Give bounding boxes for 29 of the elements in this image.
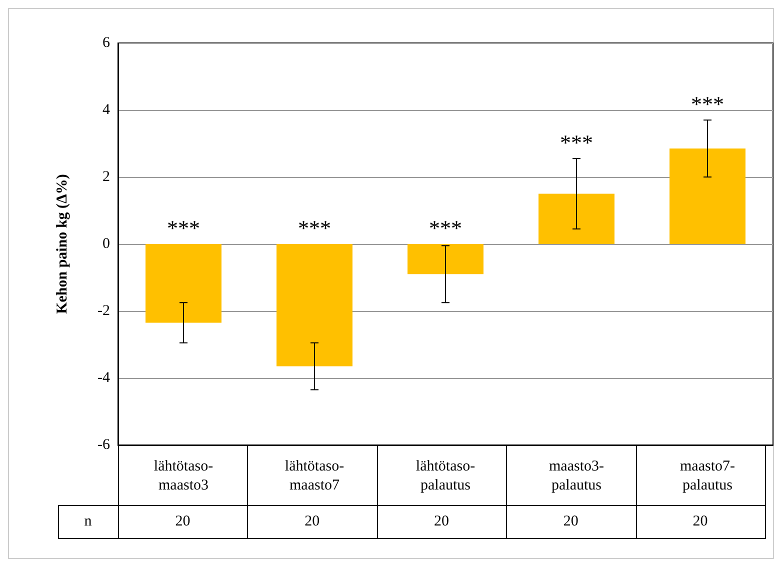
annotation: *** xyxy=(691,92,724,117)
text: 20 xyxy=(692,514,708,530)
y-tick-label: -4 xyxy=(98,370,110,386)
annotation: *** xyxy=(298,216,331,240)
y-tick-label: -2 xyxy=(98,303,110,319)
text: 20 xyxy=(304,514,320,530)
bar xyxy=(538,194,614,244)
annotation: *** xyxy=(167,216,200,240)
bar xyxy=(146,244,222,323)
bar xyxy=(276,244,352,366)
y-tick-label: 6 xyxy=(102,35,110,51)
y-axis-title: Kehon paino kg (Δ%) xyxy=(54,174,70,314)
y-tick-label: 0 xyxy=(102,236,110,252)
y-tick-label: 2 xyxy=(102,169,110,185)
text: 20 xyxy=(563,514,578,530)
text: 20 xyxy=(175,514,190,530)
annotation: *** xyxy=(429,216,462,240)
bar xyxy=(670,148,746,244)
annotation: *** xyxy=(560,130,593,156)
x-tick-label: lähtötaso-palautus xyxy=(416,458,476,494)
y-tick-label: 4 xyxy=(102,102,110,118)
x-tick-label: maasto7-palautus xyxy=(680,458,735,494)
bar xyxy=(408,244,484,274)
x-tick-label: lähtötaso-maasto7 xyxy=(284,458,344,494)
x-tick-label: maasto3-palautus xyxy=(549,458,604,494)
x-tick-label: lähtötaso-maasto3 xyxy=(154,458,214,494)
text: 20 xyxy=(434,514,449,530)
y-tick-label: -6 xyxy=(98,437,110,453)
text: n xyxy=(84,514,92,530)
